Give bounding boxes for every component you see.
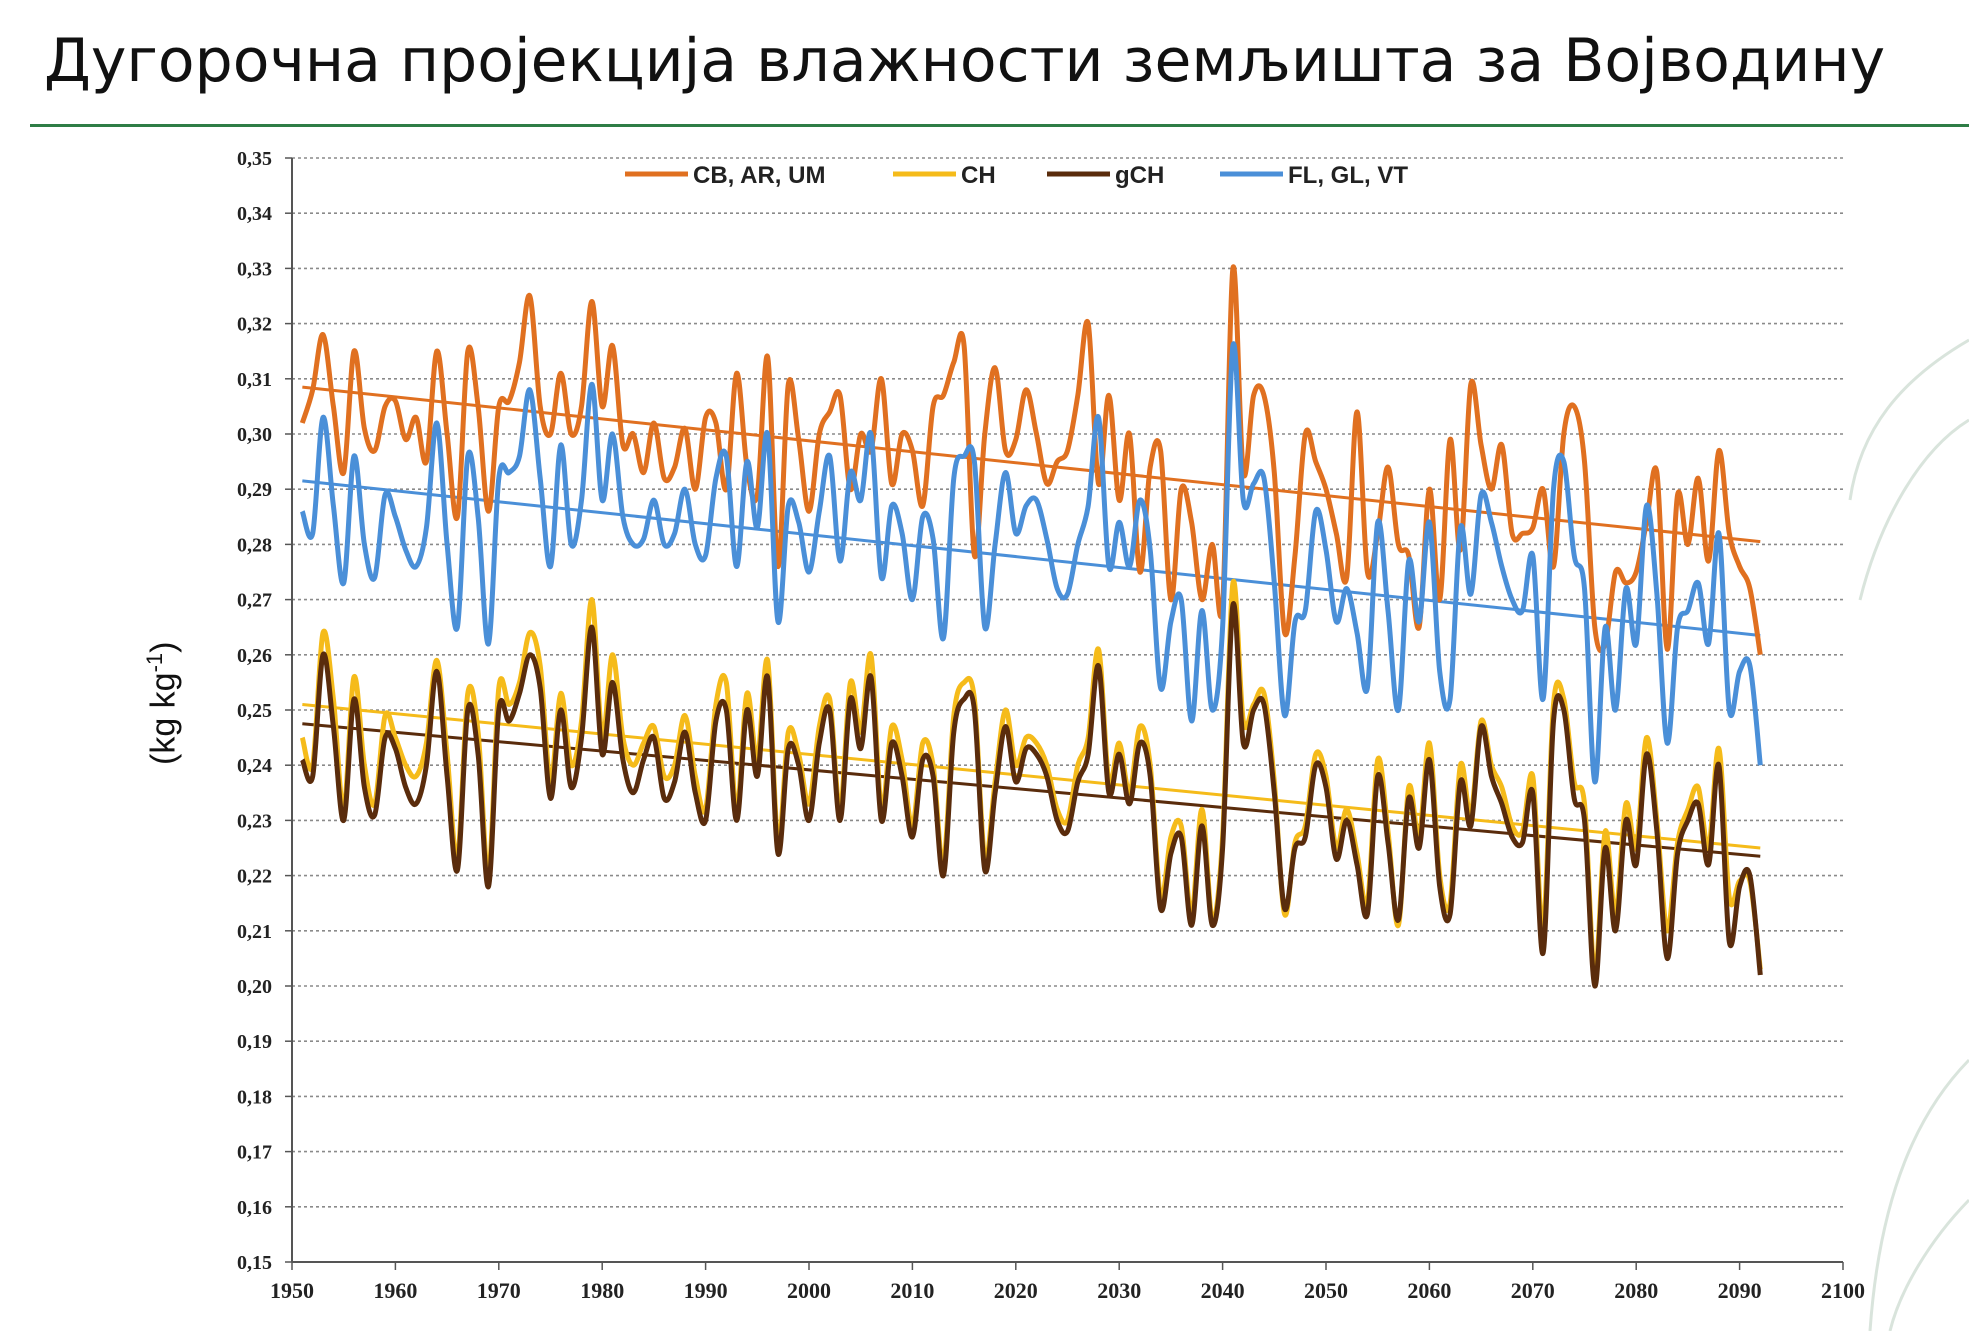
trend-line-2	[302, 722, 1761, 858]
y-tick-labels: 0,15 0,16 0,17 0,18 0,19 0,20 0,21 0,22 0,23 0,24…	[237, 148, 272, 1274]
x-tick-label: 2090	[1718, 1278, 1762, 1303]
x-tick-label: 1970	[477, 1278, 521, 1303]
axes	[291, 158, 1844, 1270]
x-tick-label: 1960	[373, 1278, 417, 1303]
x-tick-labels: 1950 1960 1970 1980 1990 2000 2010 2020 2030 2040…	[270, 1278, 1865, 1303]
legend-label: CB, AR, UM	[693, 162, 825, 189]
x-tick-label: 2020	[994, 1278, 1038, 1303]
y-tick-label: 0,15	[237, 1252, 272, 1274]
legend-label: FL, GL, VT	[1288, 162, 1408, 189]
x-tick-label: 1990	[684, 1278, 728, 1303]
y-tick-label: 0,26	[237, 645, 272, 667]
y-tick-label: 0,29	[237, 479, 272, 501]
y-tick-label: 0,32	[237, 314, 272, 336]
y-axis-label: (kg kg-1)	[142, 641, 183, 765]
x-tick-label: 2070	[1511, 1278, 1555, 1303]
y-tick-label: 0,22	[237, 866, 272, 888]
x-tick-label: 1950	[270, 1278, 314, 1303]
x-tick-label: 2000	[787, 1278, 831, 1303]
x-tick-label: 2080	[1614, 1278, 1658, 1303]
y-tick-label: 0,34	[237, 203, 272, 225]
y-tick-label: 0,35	[237, 148, 272, 170]
y-tick-label: 0,28	[237, 534, 272, 556]
y-tick-label: 0,21	[237, 921, 272, 943]
y-tick-label: 0,27	[237, 590, 272, 612]
legend: CB, AR, UM CH gCH FL, GL, VT	[625, 162, 1408, 189]
y-tick-label: 0,31	[237, 369, 272, 391]
legend-label: CH	[961, 162, 996, 189]
y-tick-label: 0,23	[237, 810, 272, 832]
y-tick-label: 0,30	[237, 424, 272, 446]
series-line-3	[299, 341, 1763, 785]
y-tick-label: 0,17	[237, 1142, 272, 1164]
y-tick-label: 0,16	[237, 1197, 272, 1219]
x-tick-label: 2010	[890, 1278, 934, 1303]
y-tick-label: 0,18	[237, 1086, 272, 1108]
y-tick-label: 0,25	[237, 700, 272, 722]
x-tick-label: 2050	[1304, 1278, 1348, 1303]
series-lines	[299, 264, 1763, 989]
legend-label: gCH	[1115, 162, 1164, 189]
gridlines	[285, 157, 1843, 1263]
trend-line-0	[302, 385, 1761, 544]
series-line-0	[299, 264, 1763, 656]
y-tick-label: 0,33	[237, 258, 272, 280]
x-tick-label: 2060	[1407, 1278, 1451, 1303]
y-tick-label: 0,20	[237, 976, 272, 998]
x-tick-label: 1980	[580, 1278, 624, 1303]
y-tick-label: 0,24	[237, 755, 272, 777]
slide-title: Дугорочна пројекција влажности земљишта …	[44, 26, 1886, 96]
series-line-2	[299, 601, 1763, 989]
title-divider	[30, 124, 1969, 127]
trend-line-1	[302, 702, 1761, 850]
x-tick-label: 2040	[1201, 1278, 1245, 1303]
trend-line-3	[302, 479, 1761, 637]
x-tick-label: 2030	[1097, 1278, 1141, 1303]
y-tick-label: 0,19	[237, 1031, 272, 1053]
x-tick-label: 2100	[1821, 1278, 1865, 1303]
